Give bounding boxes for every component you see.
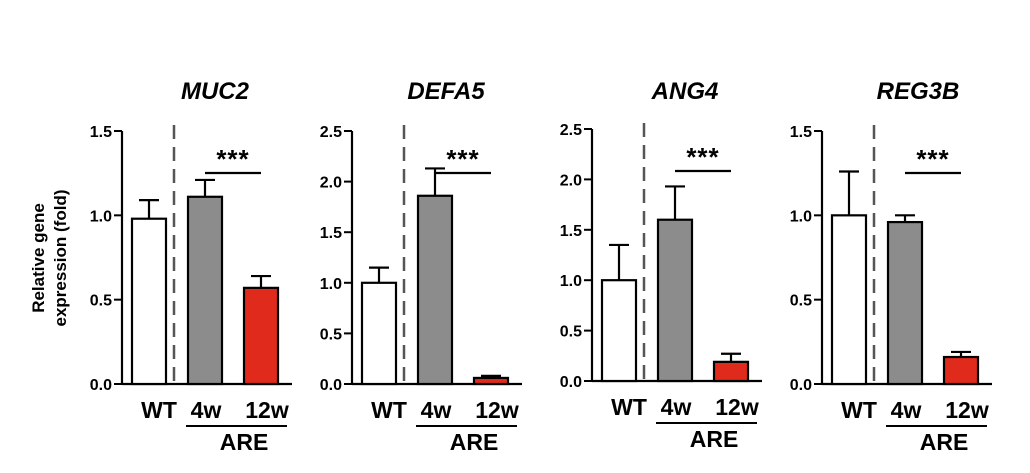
y-tick-label: 1.5	[790, 124, 812, 141]
y-tick-label: 0.0	[560, 374, 582, 391]
significance-marker: ***	[916, 144, 949, 174]
chart-panel-muc2: MUC2 0.0 0.5 1.0 1.5 WT 4w 12w ARE ***	[90, 78, 292, 455]
bar-wt	[830, 214, 868, 386]
x-category-label: 4w	[421, 397, 452, 423]
bar-4w	[886, 220, 924, 386]
x-category-label: WT	[371, 397, 407, 423]
x-category-label: WT	[141, 397, 177, 423]
y-axis-label: Relative gene expression (fold)	[29, 190, 70, 327]
y-tick-label: 0.5	[790, 293, 812, 310]
y-tick-label: 1.0	[790, 208, 812, 225]
x-category-label: 12w	[715, 394, 759, 420]
x-category-label: 4w	[891, 397, 922, 423]
bar-4w	[186, 195, 224, 386]
bar-wt	[360, 281, 398, 386]
chart-panel-reg3b: REG3B 0.0 0.5 1.0 1.5 WT 4w 12w ARE ***	[790, 78, 992, 455]
x-category-label: 4w	[661, 394, 692, 420]
x-category-label: 12w	[475, 397, 519, 423]
significance-marker: ***	[686, 142, 719, 172]
y-tick-label: 0.0	[320, 377, 342, 394]
y-tick-label: 0.0	[790, 377, 812, 394]
y-tick-label: 0.5	[90, 293, 112, 310]
y-tick-label: 2.5	[320, 124, 342, 141]
bar-wt	[130, 217, 168, 386]
bar-12w	[242, 286, 280, 386]
y-tick-label: 1.5	[560, 223, 582, 240]
y-tick-label: 1.0	[90, 208, 112, 225]
significance-marker: ***	[216, 144, 249, 174]
y-tick-label: 0.5	[320, 326, 342, 343]
y-tick-label: 2.5	[560, 122, 582, 139]
bar-4w	[416, 194, 454, 386]
y-tick-label: 1.5	[90, 124, 112, 141]
bar-4w	[656, 218, 694, 383]
group-label: ARE	[920, 429, 969, 455]
chart-title: ANG4	[651, 78, 719, 105]
bar-12w	[712, 360, 750, 383]
y-axis-label-line: expression (fold)	[51, 190, 70, 327]
x-category-label: 4w	[191, 397, 222, 423]
group-label: ARE	[220, 429, 269, 455]
chart-title: DEFA5	[407, 78, 485, 105]
significance-marker: ***	[446, 144, 479, 174]
group-label: ARE	[690, 426, 739, 452]
group-label: ARE	[450, 429, 499, 455]
y-tick-label: 2.0	[320, 175, 342, 192]
y-tick-label: 0.5	[560, 324, 582, 341]
y-axis-label-line: Relative gene	[29, 203, 48, 313]
x-category-label: 12w	[945, 397, 989, 423]
chart-panel-defa5: DEFA5 0.0 0.5 1.0 1.5 2.0 2.5 WT 4w 12w ARE ***	[320, 78, 522, 455]
bar-wt	[600, 279, 638, 383]
y-tick-label: 0.0	[90, 377, 112, 394]
bar-12w	[472, 376, 510, 386]
y-tick-label: 1.5	[320, 225, 342, 242]
y-tick-label: 1.0	[560, 273, 582, 290]
x-category-label: WT	[841, 397, 877, 423]
chart-title: MUC2	[181, 78, 250, 105]
x-category-label: WT	[611, 394, 647, 420]
x-category-label: 12w	[245, 397, 289, 423]
chart-title: REG3B	[877, 78, 960, 105]
y-tick-label: 1.0	[320, 276, 342, 293]
bar-12w	[942, 355, 980, 386]
y-tick-label: 2.0	[560, 172, 582, 189]
chart-panel-ang4: ANG4 0.0 0.5 1.0 1.5 2.0 2.5 WT 4w 12w ARE ***	[560, 78, 762, 452]
